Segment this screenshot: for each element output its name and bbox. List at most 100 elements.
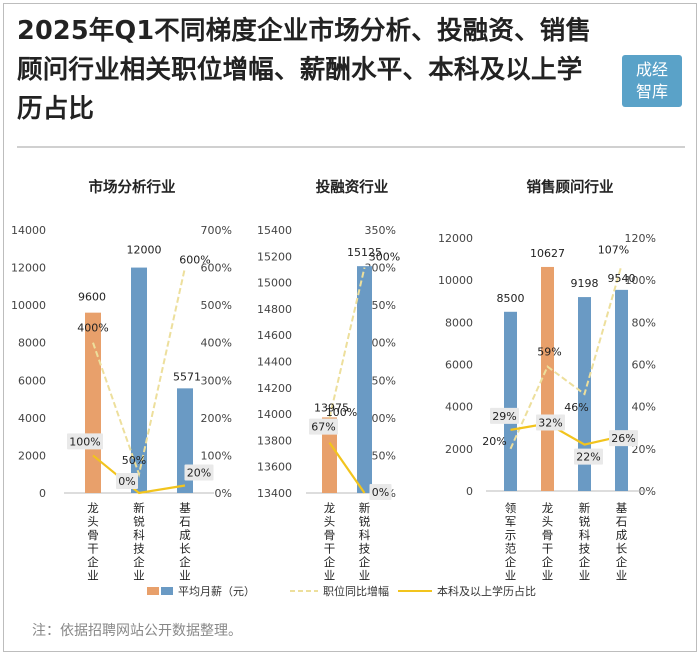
left-axis-tick: 14000: [257, 408, 292, 421]
degree-data-label: 67%: [311, 421, 335, 434]
right-axis-tick: 0%: [215, 487, 232, 500]
growth-line: [509, 265, 623, 450]
growth-data-label: 107%: [598, 243, 629, 256]
degree-data-label: 20%: [187, 466, 211, 479]
growth-data-label: 400%: [77, 322, 108, 335]
salary-data-label: 12000: [127, 244, 162, 257]
right-axis-tick: 350%: [365, 224, 396, 237]
left-axis-tick: 15400: [257, 224, 292, 237]
salary-data-label: 15125: [347, 246, 382, 259]
growth-data-label: 600%: [179, 254, 210, 267]
degree-label-box: [116, 473, 138, 489]
salary-data-label: 5571: [173, 370, 201, 383]
degree-data-label: 29%: [492, 410, 516, 423]
left-axis-tick: 2000: [18, 449, 46, 462]
left-axis-tick: 14200: [257, 382, 292, 395]
right-axis-tick: 0%: [639, 485, 656, 498]
title-divider: [17, 146, 685, 148]
growth-line: [328, 267, 366, 419]
left-axis-tick: 2000: [445, 443, 473, 456]
degree-data-label: 100%: [69, 435, 100, 448]
right-axis-tick: 300%: [201, 374, 232, 387]
left-axis-tick: 6000: [18, 374, 46, 387]
degree-label-box: [490, 407, 519, 424]
category-label: 新锐科技企业: [359, 501, 371, 583]
category-label: 新锐科技企业: [133, 501, 145, 583]
degree-data-label: 0%: [372, 486, 389, 499]
salary-bar: [85, 312, 101, 493]
right-axis-tick: 100%: [365, 412, 396, 425]
right-axis-tick: 120%: [625, 232, 656, 245]
salary-data-label: 9198: [571, 277, 599, 290]
left-axis-tick: 14000: [11, 224, 46, 237]
right-axis-tick: 40%: [632, 401, 656, 414]
left-axis-tick: 12000: [11, 262, 46, 275]
chart-panels: 市场分析行业 0 2000 4000 6000 8000 10000 12000 14000 0%…: [11, 178, 656, 583]
left-axis-tick: 13800: [257, 434, 292, 447]
degree-label-box: [536, 414, 565, 431]
right-axis-tick: 60%: [632, 359, 656, 372]
right-axis-tick: 50%: [372, 449, 396, 462]
left-axis-tick: 15000: [257, 277, 292, 290]
right-axis-tick: 100%: [201, 449, 232, 462]
growth-data-label: 300%: [369, 251, 400, 264]
salary-bar: [615, 289, 628, 491]
growth-line: [92, 267, 186, 478]
left-axis-tick: 0: [466, 485, 473, 498]
right-axis-tick: 150%: [365, 374, 396, 387]
salary-bar: [504, 311, 517, 491]
right-axis-tick: 200%: [201, 412, 232, 425]
figure-title: 2025年Q1不同梯度企业市场分析、投融资、销售顾问行业相关职位增幅、薪酬水平、…: [17, 16, 592, 124]
left-axis-tick: 8000: [445, 316, 473, 329]
salary-data-label: 8500: [497, 292, 525, 305]
legend-salary-label: 平均月薪（元）: [178, 585, 255, 598]
growth-data-label: 100%: [326, 406, 357, 419]
right-axis-tick: 100%: [625, 274, 656, 287]
degree-data-label: 26%: [611, 432, 635, 445]
salary-data-label: 13975: [314, 401, 349, 414]
degree-data-label: 32%: [538, 417, 562, 430]
logo-line-2: 智库: [635, 82, 668, 101]
right-axis-tick: 400%: [201, 337, 232, 350]
panel-title: 市场分析行业: [89, 178, 176, 196]
legend-swatch-blue: [161, 587, 173, 595]
salary-bar: [131, 267, 147, 493]
degree-label-box: [574, 448, 603, 465]
chart-legend: 平均月薪（元） 职位同比增幅 本科及以上学历占比: [147, 584, 536, 598]
category-label: 龙头骨干企业: [324, 501, 336, 583]
right-axis-tick: 700%: [201, 224, 232, 237]
salary-data-label: 9540: [608, 272, 636, 285]
salary-bar: [357, 266, 372, 493]
legend-growth-label: 职位同比增幅: [323, 584, 389, 598]
chart-panel-1: 市场分析行业 0 2000 4000 6000 8000 10000 12000 14000 0%…: [11, 178, 232, 583]
degree-label-box: [184, 464, 214, 481]
growth-data-label: 59%: [537, 346, 561, 359]
growth-data-label: 20%: [482, 435, 506, 448]
growth-data-label: 46%: [564, 401, 588, 414]
brand-logo: 成经 智库: [622, 55, 682, 107]
degree-line: [510, 422, 622, 446]
right-axis-tick: 500%: [201, 299, 232, 312]
chart-panel-2: 投融资行业 13400 13600 13800 14000 14200 14400 14600…: [257, 178, 400, 583]
left-axis-tick: 14600: [257, 329, 292, 342]
logo-line-1: 成经: [635, 60, 668, 79]
growth-data-label: 50%: [122, 454, 146, 467]
salary-data-label: 9600: [78, 291, 106, 304]
right-axis-tick: 80%: [632, 316, 656, 329]
degree-line: [328, 442, 366, 494]
degree-label-box: [309, 418, 338, 435]
left-axis-tick: 14400: [257, 356, 292, 369]
right-axis-tick: 250%: [365, 299, 396, 312]
left-axis-tick: 6000: [445, 359, 473, 372]
left-axis-tick: 14800: [257, 303, 292, 316]
category-label: 领军示范企业: [505, 501, 517, 583]
category-label: 龙头骨干企业: [542, 501, 554, 583]
category-label: 新锐科技企业: [579, 501, 591, 583]
salary-bar: [322, 417, 337, 493]
panel-title: 投融资行业: [316, 178, 389, 196]
degree-label-box: [609, 430, 638, 447]
left-axis-tick: 8000: [18, 337, 46, 350]
category-label: 基石成长企业: [616, 501, 628, 583]
left-axis-tick: 10000: [438, 274, 473, 287]
left-axis-tick: 12000: [438, 232, 473, 245]
